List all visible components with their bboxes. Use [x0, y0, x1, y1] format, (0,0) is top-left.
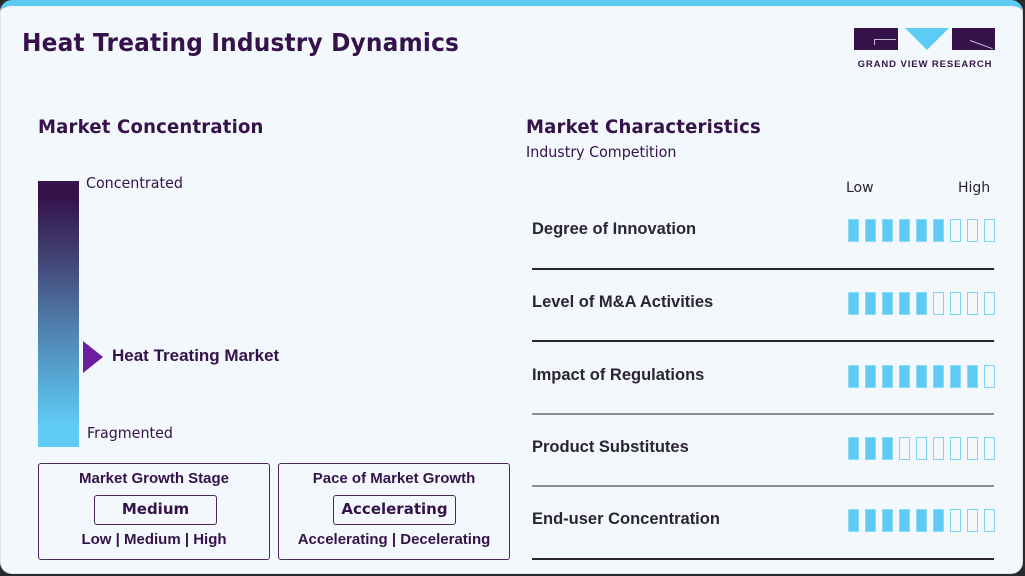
concentration-gradient-bar: [38, 181, 79, 447]
rating-bar-filled: [882, 365, 893, 388]
characteristic-row: Impact of Regulations: [532, 360, 995, 432]
scale-low-label: Low: [846, 180, 874, 196]
rating-bar-empty: [967, 509, 978, 532]
characteristic-row: End-user Concentration: [532, 504, 995, 573]
characteristic-label: Impact of Regulations: [532, 366, 705, 384]
rating-bar-filled: [967, 365, 978, 388]
logo-v-triangle-icon: [905, 28, 949, 50]
industry-competition-subtitle: Industry Competition: [526, 143, 677, 161]
scale-high-label: High: [958, 180, 991, 196]
growth-pace-title: Pace of Market Growth: [312, 470, 476, 487]
characteristic-row: Product Substitutes: [532, 432, 995, 504]
rating-bar-empty: [933, 437, 944, 460]
rating-bar-empty: [916, 437, 927, 460]
rating-bar-filled: [899, 219, 910, 242]
rating-bar-filled: [933, 219, 944, 242]
rating-bars: [848, 509, 995, 532]
page-title: Heat Treating Industry Dynamics: [22, 28, 460, 57]
growth-pace-value: Accelerating: [333, 495, 456, 525]
rating-bar-filled: [865, 509, 876, 532]
rating-bar-filled: [882, 509, 893, 532]
rating-bars: [848, 219, 995, 242]
rating-bar-filled: [848, 509, 859, 532]
rating-bar-filled: [933, 509, 944, 532]
characteristic-row: Degree of Innovation: [532, 214, 995, 286]
row-divider: [532, 485, 994, 487]
characteristic-label: Level of M&A Activities: [532, 293, 714, 311]
market-position-marker-icon: [83, 341, 103, 373]
rating-bar-filled: [865, 365, 876, 388]
rating-bar-empty: [967, 292, 978, 315]
rating-bar-filled: [865, 292, 876, 315]
rating-bar-filled: [848, 292, 859, 315]
rating-bar-filled: [899, 365, 910, 388]
rating-bar-filled: [899, 292, 910, 315]
logo-g-stroke-vertical: [874, 39, 875, 45]
grand-view-research-logo: GRAND VIEW RESEARCH: [854, 28, 996, 76]
concentrated-label: Concentrated: [86, 174, 183, 192]
growth-stage-title: Market Growth Stage: [78, 470, 230, 487]
rating-bar-empty: [950, 219, 961, 242]
rating-bar-filled: [882, 437, 893, 460]
rating-bars: [848, 292, 995, 315]
market-concentration-title: Market Concentration: [38, 116, 264, 138]
rating-bar-filled: [916, 509, 927, 532]
rating-bar-empty: [933, 292, 944, 315]
rating-bar-filled: [933, 365, 944, 388]
row-divider: [532, 268, 994, 270]
market-characteristics-title: Market Characteristics: [526, 116, 761, 138]
pace-of-market-growth-box: Pace of Market Growth Accelerating Accel…: [278, 463, 510, 560]
rating-bar-filled: [882, 292, 893, 315]
growth-stage-options: Low | Medium | High: [81, 531, 227, 548]
rating-bar-empty: [967, 219, 978, 242]
fragmented-label: Fragmented: [87, 424, 173, 442]
rating-bar-empty: [984, 365, 995, 388]
row-divider: [532, 558, 994, 560]
rating-bar-empty: [950, 292, 961, 315]
market-growth-stage-box: Market Growth Stage Medium Low | Medium …: [38, 463, 270, 560]
rating-bar-empty: [984, 292, 995, 315]
characteristic-label: Product Substitutes: [532, 438, 689, 456]
row-divider: [532, 340, 994, 342]
rating-bar-filled: [848, 219, 859, 242]
rating-bar-filled: [916, 365, 927, 388]
characteristic-row: Level of M&A Activities: [532, 287, 995, 359]
row-divider: [532, 413, 994, 415]
rating-bars: [848, 437, 995, 460]
logo-g-stroke: [874, 39, 896, 40]
rating-bar-filled: [865, 437, 876, 460]
rating-bar-empty: [967, 437, 978, 460]
rating-bar-filled: [882, 219, 893, 242]
rating-bar-filled: [916, 292, 927, 315]
rating-bar-empty: [984, 437, 995, 460]
rating-bar-filled: [950, 365, 961, 388]
characteristic-label: End-user Concentration: [532, 510, 720, 528]
growth-stage-value: Medium: [94, 495, 217, 525]
rating-bar-empty: [984, 509, 995, 532]
rating-bar-filled: [848, 437, 859, 460]
rating-bar-filled: [848, 365, 859, 388]
rating-bar-filled: [899, 509, 910, 532]
market-position-label: Heat Treating Market: [112, 346, 280, 365]
growth-pace-options: Accelerating | Decelerating: [297, 531, 491, 548]
rating-bar-filled: [916, 219, 927, 242]
rating-bar-empty: [950, 509, 961, 532]
rating-bar-empty: [899, 437, 910, 460]
rating-bar-empty: [984, 219, 995, 242]
characteristic-label: Degree of Innovation: [532, 220, 697, 238]
rating-bars: [848, 365, 995, 388]
logo-text: GRAND VIEW RESEARCH: [857, 59, 993, 70]
rating-bar-filled: [865, 219, 876, 242]
rating-bar-empty: [950, 437, 961, 460]
